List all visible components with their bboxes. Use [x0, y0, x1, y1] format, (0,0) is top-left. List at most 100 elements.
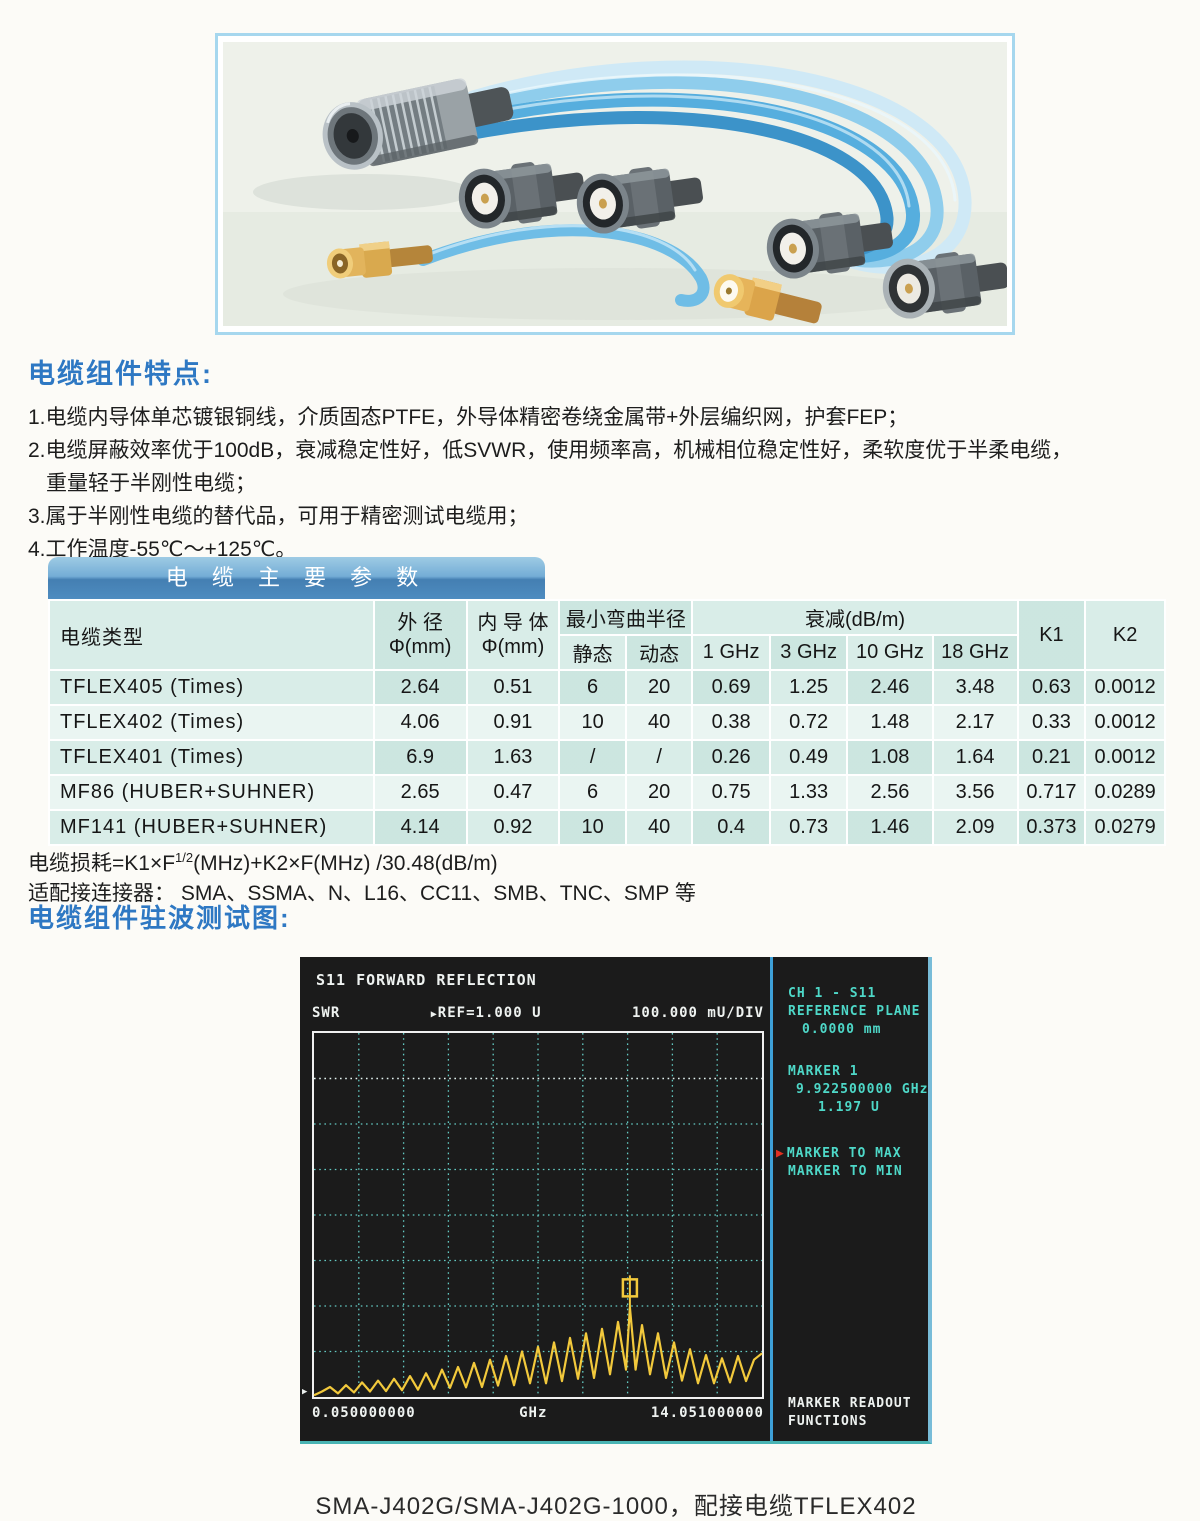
selection-arrow-icon: ▶: [776, 1146, 785, 1161]
table-row: TFLEX405 (Times) 2.64 0.51 6 20 0.69 1.25 2.46 3…: [50, 671, 1164, 704]
tnc-connector-1: [458, 162, 585, 229]
swr-plot-canvas: [312, 1031, 764, 1399]
menu-marker-to-max: ▶ MARKER TO MAX: [776, 1146, 902, 1161]
menu-marker-frequency: 9.922500000 GHz: [796, 1082, 929, 1097]
menu-marker-label: MARKER 1: [788, 1064, 859, 1079]
value-cell: 0.73: [770, 811, 847, 844]
notes-section: 电缆损耗=K1×F1/2(MHz)+K2×F(MHz) /30.48(dB/m)…: [28, 843, 1178, 909]
value-cell: /: [626, 741, 692, 774]
features-list: 1.电缆内导体单芯镀银铜线，介质固态PTFE，外导体精密卷绕金属带+外层编织网，…: [28, 401, 1178, 566]
table-row: MF86 (HUBER+SUHNER) 2.65 0.47 6 20 0.75 1.33 2.…: [50, 776, 1164, 809]
value-cell: 0.33: [1018, 706, 1085, 739]
marker-symbol: [621, 1278, 639, 1298]
menu-marker-readout-line2: FUNCTIONS: [788, 1414, 868, 1429]
swr-trace: [313, 1306, 763, 1397]
value-cell: 1.64: [933, 741, 1017, 774]
col-header-k2: K2: [1086, 601, 1164, 669]
menu-marker-value: 1.197 U: [818, 1100, 880, 1115]
x-axis-row: 0.050000000 GHz 14.051000000: [312, 1405, 764, 1421]
value-cell: 4.14: [374, 811, 466, 844]
table-row: TFLEX402 (Times) 4.06 0.91 10 40 0.38 0.72 1.48…: [50, 706, 1164, 739]
col-header-static: 静态: [560, 636, 625, 669]
cable-type-cell: MF86 (HUBER+SUHNER): [50, 776, 373, 809]
feature-line: 2.电缆屏蔽效率优于100dB，衰减稳定性好，低SVWR，使用频率高，机械相位稳…: [28, 439, 1073, 462]
value-cell: 0.63: [1018, 671, 1085, 704]
value-cell: 0.47: [467, 776, 559, 809]
x-axis-stop: 14.051000000: [650, 1405, 764, 1421]
value-cell: 1.48: [848, 706, 932, 739]
screen-menu: CH 1 - S11 REFERENCE PLANE 0.0000 mm MAR…: [776, 957, 929, 1441]
params-table-banner: 电 缆 主 要 参 数: [48, 557, 545, 599]
cable-illustration: [223, 42, 1007, 326]
tnc-connector-3: [766, 212, 893, 279]
value-cell: 0.0289: [1086, 776, 1164, 809]
value-cell: 3.56: [933, 776, 1017, 809]
loss-formula: 电缆损耗=K1×F1/2(MHz)+K2×F(MHz) /30.48(dB/m): [28, 850, 498, 875]
value-cell: 20: [626, 776, 692, 809]
col-header-type: 电缆类型: [50, 601, 373, 669]
cable-type-cell: TFLEX401 (Times): [50, 741, 373, 774]
x-axis-start: 0.050000000: [312, 1405, 416, 1421]
col-header-id: 内 导 体 Φ(mm): [467, 601, 559, 669]
value-cell: 0.373: [1018, 811, 1085, 844]
value-cell: 6: [560, 776, 625, 809]
value-cell: 1.63: [467, 741, 559, 774]
value-cell: 0.0012: [1086, 706, 1164, 739]
value-cell: 0.0279: [1086, 811, 1164, 844]
col-header-dynamic: 动态: [626, 636, 692, 669]
ref-label: ▶REF=1.000 U: [430, 1005, 542, 1021]
feature-line: 重量轻于半刚性电缆；: [46, 472, 256, 495]
menu-reference-plane-value: 0.0000 mm: [802, 1022, 882, 1037]
caption: SMA-J402G/SMA-J402G-1000，配接电缆TFLEX402: [315, 1493, 917, 1520]
col-header-od: 外 径 Φ(mm): [374, 601, 466, 669]
scale-label: 100.000 mU/DIV: [631, 1005, 764, 1021]
table-header-row-1: 电缆类型 外 径 Φ(mm) 内 导 体 Φ(mm) 最小弯曲半径 衰减(dB/…: [50, 601, 1164, 669]
value-cell: 0.75: [693, 776, 769, 809]
value-cell: 2.65: [374, 776, 466, 809]
value-cell: 10: [560, 811, 625, 844]
value-cell: /: [560, 741, 625, 774]
features-section: 电缆组件特点: 1.电缆内导体单芯镀银铜线，介质固态PTFE，外导体精密卷绕金属…: [28, 352, 1178, 566]
value-cell: 2.64: [374, 671, 466, 704]
tnc-connectors: [458, 162, 1007, 319]
table-header-row-2: 静态 动态 1 GHz 3 GHz 10 GHz 18 GHz: [50, 636, 1164, 669]
col-header-1ghz: 1 GHz: [693, 636, 769, 669]
value-cell: 0.38: [693, 706, 769, 739]
feature-line: 3.属于半刚性电缆的替代品，可用于精密测试电缆用；: [28, 505, 529, 528]
screen-status-row: SWR ▶REF=1.000 U 100.000 mU/DIV: [312, 1005, 764, 1021]
value-cell: 4.06: [374, 706, 466, 739]
ref-arrow-icon: ▶: [430, 1009, 438, 1020]
value-cell: 10: [560, 706, 625, 739]
menu-marker-to-min: MARKER TO MIN: [788, 1164, 903, 1179]
col-header-attenuation: 衰减(dB/m): [693, 601, 1017, 634]
value-cell: 1.08: [848, 741, 932, 774]
cable-type-cell: TFLEX402 (Times): [50, 706, 373, 739]
swr-plot: [312, 1031, 764, 1399]
table-row: TFLEX401 (Times) 6.9 1.63//0.26 0.49 1.08 1.6…: [50, 741, 1164, 774]
value-cell: 1.25: [770, 671, 847, 704]
col-header-bend: 最小弯曲半径: [560, 601, 692, 634]
col-header-10ghz: 10 GHz: [848, 636, 932, 669]
col-header-18ghz: 18 GHz: [933, 636, 1017, 669]
value-cell: 0.69: [693, 671, 769, 704]
feature-line: 1.电缆内导体单芯镀银铜线，介质固态PTFE，外导体精密卷绕金属带+外层编织网，…: [28, 406, 909, 429]
screen-title: S11 FORWARD REFLECTION: [316, 971, 537, 989]
tnc-connector-4: [882, 252, 1007, 319]
value-cell: 2.46: [848, 671, 932, 704]
rp-sma-connector: [713, 274, 822, 324]
value-cell: 3.48: [933, 671, 1017, 704]
value-cell: 0.0012: [1086, 671, 1164, 704]
vswr-section-title: 电缆组件驻波测试图:: [28, 903, 291, 933]
menu-reference-plane-label: REFERENCE PLANE: [788, 1004, 921, 1019]
value-cell: 2.56: [848, 776, 932, 809]
value-cell: 0.51: [467, 671, 559, 704]
cable-type-cell: TFLEX405 (Times): [50, 671, 373, 704]
ref-level-pointer-icon: ▶: [302, 1387, 308, 1397]
x-axis-unit: GHz: [519, 1405, 548, 1421]
menu-channel-label: CH 1 - S11: [788, 986, 877, 1001]
params-table: 电缆类型 外 径 Φ(mm) 内 导 体 Φ(mm) 最小弯曲半径 衰减(dB/…: [48, 599, 1166, 846]
table-row: MF141 (HUBER+SUHNER) 4.14 0.92 10 40 0.4 0.73 1…: [50, 811, 1164, 844]
tnc-connector-2: [576, 167, 703, 234]
col-header-3ghz: 3 GHz: [770, 636, 847, 669]
